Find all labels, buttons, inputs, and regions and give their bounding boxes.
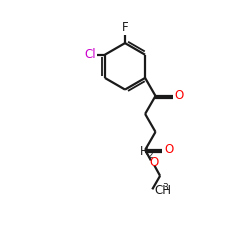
Text: 3: 3 — [162, 183, 168, 192]
Text: Cl: Cl — [84, 48, 96, 61]
Text: H: H — [140, 146, 148, 158]
Text: O: O — [149, 156, 158, 170]
Text: CH: CH — [155, 184, 172, 197]
Text: O: O — [164, 144, 173, 156]
Text: F: F — [122, 21, 128, 34]
Text: 2: 2 — [147, 151, 153, 160]
Text: O: O — [174, 90, 184, 102]
